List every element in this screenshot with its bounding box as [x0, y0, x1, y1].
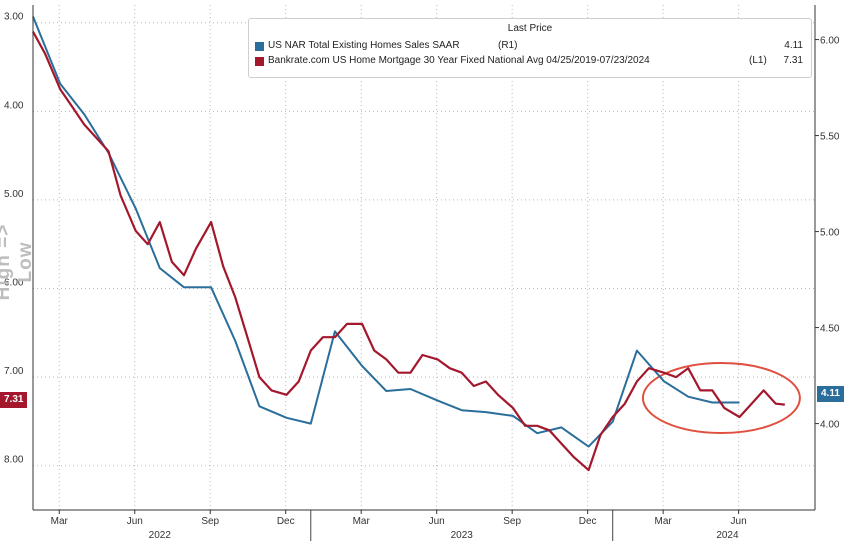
legend-swatch-mortgage [255, 57, 264, 66]
year-separators [310, 510, 614, 541]
left-axis-label: High => Low [0, 223, 36, 301]
month-tick-label: Jun [429, 516, 445, 527]
grid-lines [33, 5, 815, 510]
right-tick-label: 5.00 [820, 228, 840, 239]
right-axis-ticks: 4.00 4.50 5.00 5.50 6.00 [815, 36, 840, 431]
month-tick-label: Mar [655, 516, 673, 527]
series-line-home-sales [32, 16, 740, 448]
left-axis-ticks: 3.00 4.00 5.00 6.00 7.00 8.00 [4, 12, 24, 466]
month-tick-label: Jun [127, 516, 143, 527]
legend-entry-mortgage: Bankrate.com US Home Mortgage 30 Year Fi… [255, 55, 803, 68]
highlight-ellipse [641, 362, 801, 434]
legend-axis-mortgage: (L1) [749, 55, 767, 66]
legend-title: Last Price [507, 23, 553, 34]
month-tick-label: Sep [201, 516, 219, 527]
legend-value-sales: 4.11 [784, 40, 803, 51]
series-line-mortgage-rate [32, 31, 785, 472]
month-tick-label: Jun [731, 516, 747, 527]
legend-name-mortgage: Bankrate.com US Home Mortgage 30 Year Fi… [268, 55, 650, 66]
legend: Last Price US NAR Total Existing Homes S… [248, 18, 812, 78]
right-tick-label: 4.50 [820, 324, 840, 335]
legend-swatch-sales [255, 42, 264, 51]
left-tick-label: 4.00 [4, 100, 24, 111]
x-axis-month-ticks: Mar Jun Sep Dec Mar Jun Sep Dec Mar Jun [51, 510, 747, 527]
series-layer [32, 16, 785, 472]
legend-axis-sales: (R1) [498, 40, 518, 51]
month-tick-label: Mar [353, 516, 371, 527]
left-tick-label: 8.00 [4, 455, 24, 466]
month-tick-label: Sep [503, 516, 521, 527]
month-tick-label: Mar [51, 516, 69, 527]
year-tick-label: 2023 [451, 530, 474, 541]
year-tick-label: 2022 [149, 530, 172, 541]
right-tick-label: 5.50 [820, 132, 840, 143]
month-tick-label: Dec [579, 516, 597, 527]
left-tick-label: 3.00 [4, 12, 24, 23]
month-tick-label: Dec [277, 516, 295, 527]
left-tick-label: 6.00 [4, 278, 24, 289]
legend-name-sales: US NAR Total Existing Homes Sales SAAR [268, 40, 460, 51]
left-tick-label: 7.00 [4, 366, 24, 377]
right-tick-label: 6.00 [820, 36, 840, 47]
sales-last-badge: 4.11 [817, 386, 844, 402]
legend-entry-sales: US NAR Total Existing Homes Sales SAAR (… [255, 40, 803, 53]
mortgage-last-badge: 7.31 [0, 392, 28, 408]
x-axis-year-ticks: 2022 2023 2024 [149, 530, 739, 541]
axes [32, 5, 816, 511]
year-tick-label: 2024 [716, 530, 739, 541]
left-tick-label: 5.00 [4, 189, 24, 200]
legend-value-mortgage: 7.31 [783, 55, 803, 66]
highlight-ellipse-shape [641, 362, 801, 434]
right-tick-label: 4.00 [820, 420, 840, 431]
